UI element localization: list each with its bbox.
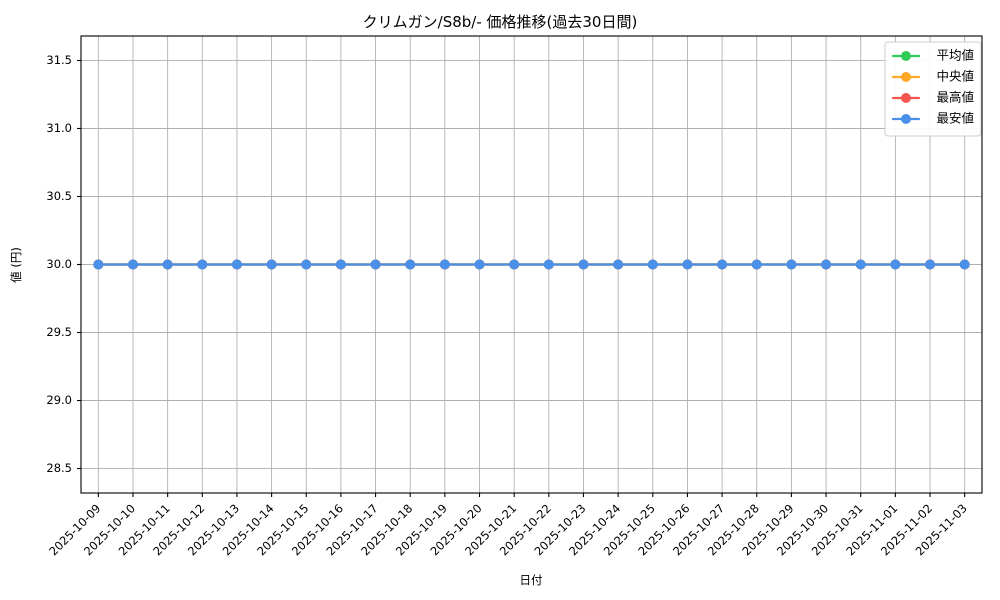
data-series-layer (93, 259, 970, 270)
data-point-marker (335, 259, 346, 270)
legend-item-最安値[interactable]: 最安値 (891, 111, 974, 126)
data-point-marker (162, 259, 173, 270)
data-point-marker (578, 259, 589, 270)
legend-item-平均値[interactable]: 平均値 (891, 48, 974, 63)
data-point-marker (855, 259, 866, 270)
data-point-marker (751, 259, 762, 270)
legend-label: 最高値 (936, 90, 974, 105)
data-point-marker (231, 259, 242, 270)
series-3 (93, 259, 970, 270)
axes-spines (80, 35, 983, 494)
legend-marker-icon (901, 114, 911, 124)
data-point-marker (197, 259, 208, 270)
y-tick-label: 29.0 (46, 393, 72, 407)
data-point-marker (266, 259, 277, 270)
data-point-marker (370, 259, 381, 270)
data-point-marker (474, 259, 485, 270)
data-point-marker (613, 259, 624, 270)
data-point-marker (301, 259, 312, 270)
y-tick-label: 29.5 (46, 325, 72, 339)
legend-background (884, 41, 982, 137)
data-point-marker (682, 259, 693, 270)
data-point-marker (439, 259, 450, 270)
y-tick-label: 31.5 (46, 53, 72, 67)
data-point-marker (93, 259, 104, 270)
legend-marker-icon (901, 72, 911, 82)
y-tick-label: 30.0 (46, 257, 72, 271)
axis-tickmarks (77, 59, 966, 497)
y-tick-labels: 28.5 29.0 29.5 30.0 30.5 31.0 31.5 (46, 53, 72, 475)
legend-marker-icon (901, 51, 911, 61)
y-tick-label: 28.5 (46, 461, 72, 475)
data-point-marker (821, 259, 832, 270)
data-point-marker (717, 259, 728, 270)
chart-title: クリムガン/S8b/- 価格推移(過去30日間) (363, 13, 638, 31)
y-tick-label: 30.5 (46, 189, 72, 203)
legend-label: 中央値 (936, 69, 974, 84)
data-point-marker (127, 259, 138, 270)
data-point-marker (959, 259, 970, 270)
data-point-marker (543, 259, 554, 270)
x-axis-label: 日付 (520, 573, 543, 587)
legend-label: 最安値 (936, 111, 974, 126)
y-axis-label: 値 (円) (9, 247, 23, 283)
y-tick-label: 31.0 (46, 121, 72, 135)
data-point-marker (647, 259, 658, 270)
data-point-marker (925, 259, 936, 270)
legend-item-最高値[interactable]: 最高値 (891, 90, 974, 105)
data-point-marker (509, 259, 520, 270)
legend-label: 平均値 (936, 48, 974, 63)
legend-item-中央値[interactable]: 中央値 (891, 69, 974, 84)
data-point-marker (405, 259, 416, 270)
axes-border (80, 35, 983, 494)
data-point-marker (890, 259, 901, 270)
data-point-marker (786, 259, 797, 270)
legend-marker-icon (901, 93, 911, 103)
